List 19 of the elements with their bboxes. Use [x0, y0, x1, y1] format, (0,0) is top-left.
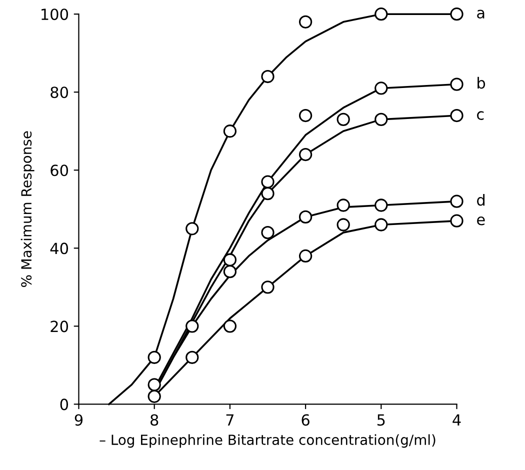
x-tick-label: 5: [377, 414, 385, 426]
y-axis-title: % Maximum Response: [20, 131, 34, 287]
y-tick-label: 80: [50, 86, 68, 98]
x-axis-title: – Log Epinephrine Bitartrate concentration(g/ml): [100, 434, 436, 448]
y-tick-label: 60: [50, 164, 68, 176]
x-tick-label: 6: [302, 414, 310, 426]
y-tick-label: 20: [50, 320, 68, 332]
series-label: d: [477, 194, 485, 206]
x-tick-label: 9: [74, 414, 83, 426]
y-tick-label: 40: [50, 242, 68, 254]
series-label: b: [478, 76, 486, 89]
x-tick-label: 4: [452, 414, 461, 426]
series-label: e: [477, 216, 485, 226]
x-tick-label: 8: [150, 414, 158, 426]
series-label: c: [477, 111, 484, 120]
y-tick-label: 0: [60, 398, 68, 410]
series-label: a: [477, 10, 484, 19]
y-tick-label: 100: [42, 8, 68, 20]
x-tick-label: 7: [226, 414, 234, 426]
